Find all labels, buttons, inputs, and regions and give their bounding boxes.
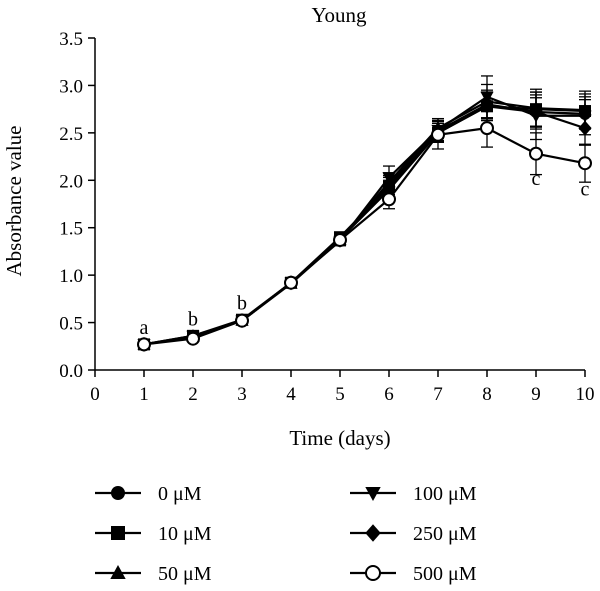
x-tick-label: 8 xyxy=(482,384,492,405)
data-point xyxy=(284,275,298,290)
x-tick-label: 7 xyxy=(433,384,443,405)
data-points xyxy=(137,91,592,352)
legend-marker xyxy=(111,486,125,500)
data-point xyxy=(529,146,543,161)
legend-label: 10 μM xyxy=(158,523,212,545)
x-axis-label: Time (days) xyxy=(289,426,390,450)
y-tick-label: 0.5 xyxy=(59,314,83,335)
y-tick-label: 0.0 xyxy=(59,361,83,382)
series-line xyxy=(143,105,586,346)
y-tick-label: 1.5 xyxy=(59,219,83,240)
y-axis-label: Absorbance value xyxy=(2,125,26,276)
data-point xyxy=(480,121,494,136)
data-point xyxy=(578,120,592,136)
legend-label: 0 μM xyxy=(158,483,202,505)
legend-label: 250 μM xyxy=(413,523,477,545)
data-point xyxy=(480,98,494,114)
x-tick-label: 3 xyxy=(237,384,247,405)
series-line xyxy=(143,103,586,346)
series-line xyxy=(143,126,586,346)
legend-entry: 500 μM xyxy=(350,563,477,585)
chart-title: Young xyxy=(311,3,367,27)
series-line xyxy=(143,105,586,346)
legend-marker xyxy=(110,564,126,579)
legend-label: 500 μM xyxy=(413,563,477,585)
legend-entry: 10 μM xyxy=(95,523,212,545)
legend-label: 100 μM xyxy=(413,483,477,505)
x-tick-label: 4 xyxy=(286,384,296,405)
data-point xyxy=(480,91,494,104)
legend-entry: 50 μM xyxy=(95,563,212,585)
x-tick-label: 2 xyxy=(188,384,198,405)
data-point xyxy=(529,104,543,120)
data-point xyxy=(431,127,445,142)
annotation-label: b xyxy=(188,308,198,330)
y-tick-label: 3.5 xyxy=(59,29,83,50)
data-point xyxy=(333,233,347,248)
x-tick-label: 5 xyxy=(335,384,345,405)
data-point xyxy=(578,156,592,171)
legend-entry: 250 μM xyxy=(350,523,477,545)
annotation-label: b xyxy=(237,292,247,314)
x-tick-label: 9 xyxy=(531,384,541,405)
series-lines xyxy=(143,95,586,346)
y-tick-label: 2.0 xyxy=(59,171,83,192)
x-tick-label: 1 xyxy=(139,384,149,405)
legend-entry: 100 μM xyxy=(350,483,477,505)
data-point xyxy=(186,331,200,346)
data-point xyxy=(137,337,151,352)
legend-marker xyxy=(111,526,125,540)
significance-annotations: a b b c c xyxy=(140,168,590,339)
legend-marker xyxy=(365,565,381,581)
annotation-label: c xyxy=(532,168,541,190)
annotation-label: a xyxy=(140,317,149,339)
annotation-label: c xyxy=(581,178,590,200)
x-tick-label: 6 xyxy=(384,384,394,405)
legend-marker xyxy=(365,487,381,502)
y-tick-label: 2.5 xyxy=(59,124,83,145)
legend-marker xyxy=(365,524,381,542)
x-tick-label: 0 xyxy=(90,384,100,405)
legend-entry: 0 μM xyxy=(95,483,202,505)
y-tick-label: 3.0 xyxy=(59,76,83,97)
data-point xyxy=(235,313,249,328)
data-point xyxy=(578,110,592,123)
y-tick-label: 1.0 xyxy=(59,266,83,287)
legend-label: 50 μM xyxy=(158,563,212,585)
series-line xyxy=(143,100,586,346)
data-point xyxy=(382,172,396,185)
axes: 0 1 2 3 4 5 6 7 8 9 10 0.0 0.5 1.0 1.5 2.0 2.5 3.0 3.5 xyxy=(59,29,594,405)
x-tick-label: 10 xyxy=(576,384,595,405)
legend: 0 μM 10 μM 50 μM 100 μM 250 μM 500 μM xyxy=(95,483,477,585)
data-point xyxy=(382,192,396,207)
